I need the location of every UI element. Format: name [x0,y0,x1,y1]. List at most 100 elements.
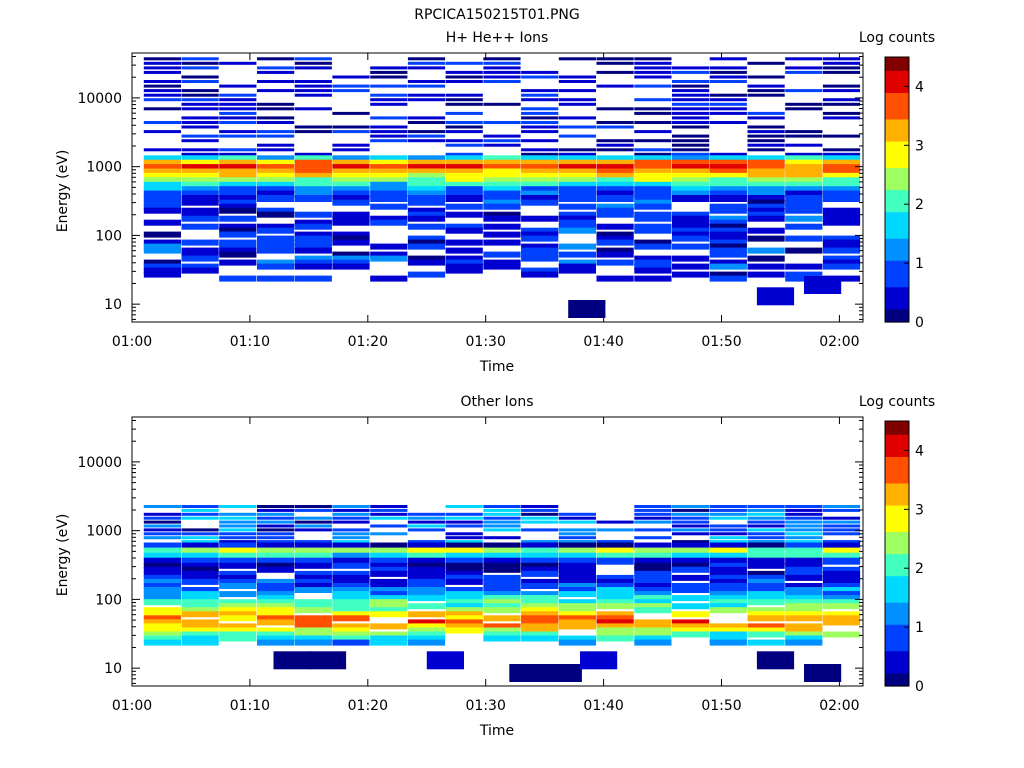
heatmap-cell [672,148,710,152]
heatmap-cell [596,540,634,544]
heatmap-cell [822,583,861,589]
heatmap-cell [558,562,596,569]
heatmap-cell [596,211,634,218]
heatmap-cell [181,627,219,634]
heatmap-cell [181,547,219,555]
heatmap-cell [672,211,710,218]
heatmap-cell [558,203,596,210]
heatmap-cell [143,168,181,176]
heatmap-cell [181,195,219,202]
colorbar-segment [885,308,909,314]
colorbar-segment [885,487,909,493]
colorbar-segment [885,220,909,226]
heatmap-cell [370,168,408,176]
heatmap-cell [407,595,446,602]
panel-top-colorbar-frame [884,56,910,323]
colorbar-segment [885,549,909,555]
heatmap-cell [672,223,710,230]
colorbar-segment [885,110,909,116]
heatmap-cell [407,627,446,634]
heatmap-cell [558,520,596,524]
heatmap-cell [747,195,785,202]
heatmap-cell [219,591,257,598]
heatmap-cell [143,542,181,550]
heatmap-cell [257,70,295,74]
heatmap-cell [143,247,181,254]
panel-bottom-colorbar-frame [884,420,910,687]
colorbar-segment [885,650,909,656]
heatmap-cell [294,583,332,589]
heatmap-cell [407,98,446,102]
heatmap-cell [709,583,747,589]
heatmap-cell [294,520,332,524]
heatmap-cell [294,516,332,520]
heatmap-cell [747,186,785,194]
heatmap-cell [521,627,559,634]
heatmap-cell [785,207,823,214]
heatmap-cell [370,116,408,120]
heatmap-cell [219,574,257,581]
heatmap-cell [181,172,219,180]
panel-top-ylabel: Energy (eV) [55,150,71,233]
heatmap-cell [596,125,634,129]
heatmap-cell [709,508,747,512]
heatmap-cell [785,164,823,172]
heatmap-cell [257,566,295,573]
heatmap-cell [596,186,634,194]
heatmap-cell [785,623,823,630]
colorbar-segment [885,491,909,497]
heatmap-cell [747,155,785,163]
heatmap-cell [445,70,483,74]
colorbar-segment [885,557,909,563]
heatmap-cell [785,271,823,278]
heatmap-cell [181,121,219,124]
heatmap-cell [747,512,785,516]
heatmap-cell [672,619,710,626]
heatmap-cell [785,524,823,528]
colorbar-tick-label: 0 [915,315,924,331]
heatmap-cell [445,190,483,198]
panel-top-heatmap-cells [143,57,861,318]
heatmap-cell [672,512,710,516]
heatmap-cell [634,603,672,610]
heatmap-cell [747,93,785,97]
heatmap-cell [332,75,370,79]
heatmap-cell [672,168,710,176]
heatmap-cell [294,587,332,593]
heatmap-cell [483,61,521,65]
heatmap-cell [596,231,634,238]
heatmap-cell [634,239,672,246]
heatmap-cell [822,207,861,214]
heatmap-cell [370,570,408,577]
heatmap-cell [558,607,596,614]
heatmap-cell [804,664,842,682]
heatmap-cell [143,61,181,65]
heatmap-cell [257,536,295,540]
heatmap-cell [445,159,483,167]
heatmap-cell [143,635,181,642]
heatmap-cell [672,181,710,189]
colorbar-segment [885,597,909,603]
heatmap-cell [822,603,861,610]
heatmap-cell [273,651,311,670]
heatmap-cell [785,195,823,202]
heatmap-cell [143,505,181,508]
heatmap-cell [483,70,521,74]
colorbar-segment [885,149,909,155]
heatmap-cell [332,635,370,642]
heatmap-cell [521,603,559,610]
heatmap-cell [370,516,408,520]
heatmap-cell [634,574,672,581]
heatmap-cell [407,259,446,266]
heatmap-cell [257,159,295,167]
heatmap-cell [143,599,181,606]
heatmap-cell [822,70,861,74]
heatmap-cell [521,611,559,618]
heatmap-cell [596,557,634,565]
heatmap-cell [822,181,861,189]
heatmap-cell [558,102,596,106]
heatmap-cell [370,215,408,222]
heatmap-cell [370,562,408,569]
colorbar-segment [885,615,909,621]
heatmap-cell [672,107,710,111]
